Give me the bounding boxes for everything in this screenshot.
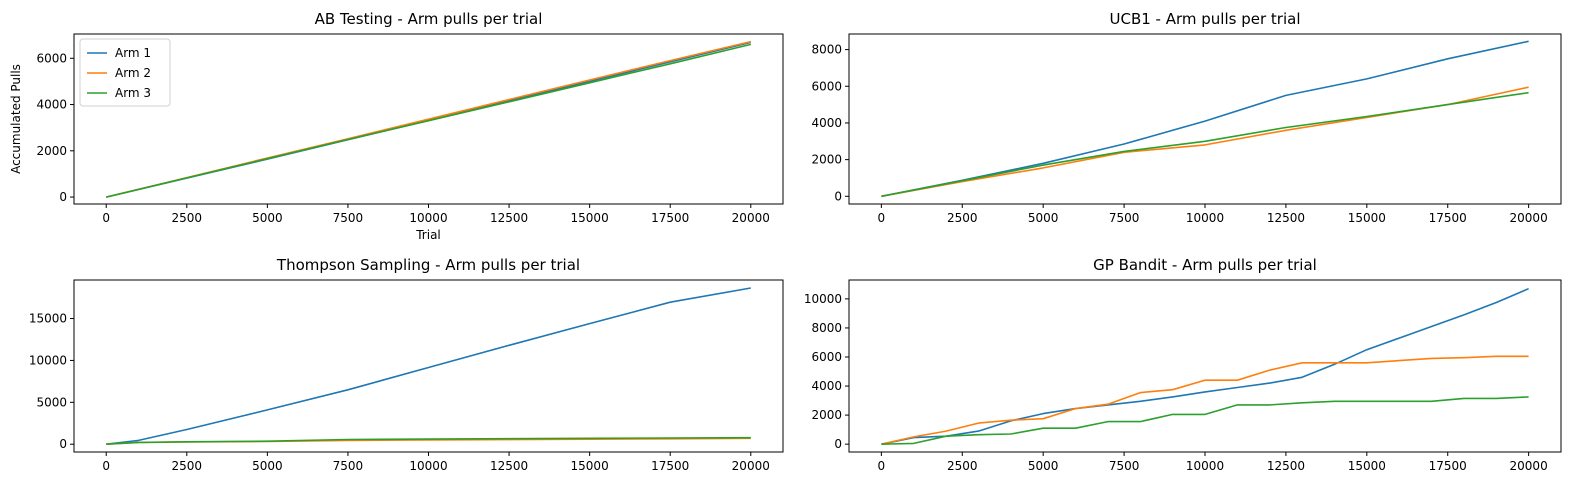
x-tick-label: 0	[878, 459, 886, 473]
x-tick-label: 17500	[1429, 459, 1467, 473]
series-line-2	[881, 355, 1529, 445]
y-axis-label: Accumulated Pulls	[9, 64, 23, 174]
y-tick-label: 15000	[29, 312, 67, 326]
x-tick-label: 0	[102, 211, 110, 225]
subplot-title: Thompson Sampling - Arm pulls per trial	[276, 256, 580, 274]
x-tick-label: 15000	[1348, 211, 1386, 225]
y-tick-label: 6000	[811, 350, 842, 364]
x-tick-label: 5000	[252, 211, 283, 225]
x-tick-label: 12500	[1267, 459, 1305, 473]
y-tick-label: 2000	[811, 153, 842, 167]
x-axis-label: Trial	[415, 228, 441, 242]
x-tick-label: 12500	[490, 459, 528, 473]
series-line-1	[106, 287, 751, 445]
x-tick-label: 15000	[571, 459, 609, 473]
subplot-title: GP Bandit - Arm pulls per trial	[1093, 256, 1317, 274]
legend-label: Arm 1	[115, 46, 151, 60]
y-tick-label: 4000	[811, 116, 842, 130]
legend-label: Arm 3	[115, 86, 151, 100]
series-line-3	[106, 436, 751, 445]
x-tick-label: 2500	[172, 211, 203, 225]
x-tick-label: 17500	[651, 211, 689, 225]
legend-label: Arm 2	[115, 66, 151, 80]
series-line-3	[881, 91, 1529, 198]
x-tick-label: 7500	[333, 459, 364, 473]
x-tick-label: 17500	[651, 459, 689, 473]
series-line-3	[106, 43, 751, 198]
y-tick-label: 6000	[36, 51, 67, 65]
y-tick-label: 10000	[804, 292, 842, 306]
x-tick-label: 17500	[1429, 211, 1467, 225]
y-tick-label: 6000	[811, 79, 842, 93]
y-tick-label: 0	[59, 437, 67, 451]
y-tick-label: 8000	[811, 321, 842, 335]
x-tick-label: 7500	[333, 211, 364, 225]
x-tick-label: 0	[878, 211, 886, 225]
axes-frame	[848, 33, 1562, 205]
x-tick-label: 12500	[490, 211, 528, 225]
y-tick-label: 8000	[811, 43, 842, 57]
x-tick-label: 5000	[1028, 459, 1059, 473]
x-tick-label: 10000	[1186, 211, 1224, 225]
series-line-1	[881, 287, 1529, 445]
x-tick-label: 15000	[1348, 459, 1386, 473]
y-tick-label: 4000	[811, 379, 842, 393]
series-line-1	[881, 40, 1529, 198]
x-tick-label: 20000	[1510, 211, 1548, 225]
x-tick-label: 2500	[947, 211, 978, 225]
y-tick-label: 0	[834, 437, 842, 451]
axes-frame	[73, 279, 784, 453]
x-tick-label: 0	[102, 459, 110, 473]
x-tick-label: 20000	[732, 211, 770, 225]
axes-frame	[73, 33, 784, 205]
series-line-3	[881, 396, 1529, 445]
subplot-title: UCB1 - Arm pulls per trial	[1110, 10, 1301, 28]
y-tick-label: 5000	[36, 395, 67, 409]
y-tick-label: 10000	[29, 353, 67, 367]
x-tick-label: 12500	[1267, 211, 1305, 225]
legend: Arm 1 Arm 2 Arm 3	[79, 38, 171, 107]
subplot-2: UCB1 - Arm pulls per trial 0 2500 5000 7500 1…	[811, 10, 1562, 225]
x-tick-label: 15000	[571, 211, 609, 225]
legend-box	[79, 38, 171, 107]
y-tick-label: 4000	[36, 98, 67, 112]
x-tick-label: 5000	[1028, 211, 1059, 225]
x-tick-label: 10000	[1186, 459, 1224, 473]
subplot-1: AB Testing - Arm pulls per trial 0 2500 500…	[9, 10, 784, 242]
x-tick-label: 7500	[1109, 211, 1140, 225]
x-tick-label: 20000	[732, 459, 770, 473]
subplot-4: GP Bandit - Arm pulls per trial 0 2500 5000…	[804, 256, 1562, 473]
x-tick-label: 2500	[947, 459, 978, 473]
y-tick-label: 0	[834, 189, 842, 203]
axes-frame	[848, 279, 1562, 453]
x-tick-label: 20000	[1510, 459, 1548, 473]
y-tick-label: 2000	[36, 144, 67, 158]
subplot-title: AB Testing - Arm pulls per trial	[315, 10, 543, 28]
y-tick-label: 2000	[811, 408, 842, 422]
x-tick-label: 10000	[409, 211, 447, 225]
x-tick-label: 10000	[409, 459, 447, 473]
x-tick-label: 7500	[1109, 459, 1140, 473]
y-tick-label: 0	[59, 190, 67, 204]
subplot-3: Thompson Sampling - Arm pulls per trial 0…	[29, 256, 784, 473]
x-tick-label: 5000	[252, 459, 283, 473]
x-tick-label: 2500	[172, 459, 203, 473]
